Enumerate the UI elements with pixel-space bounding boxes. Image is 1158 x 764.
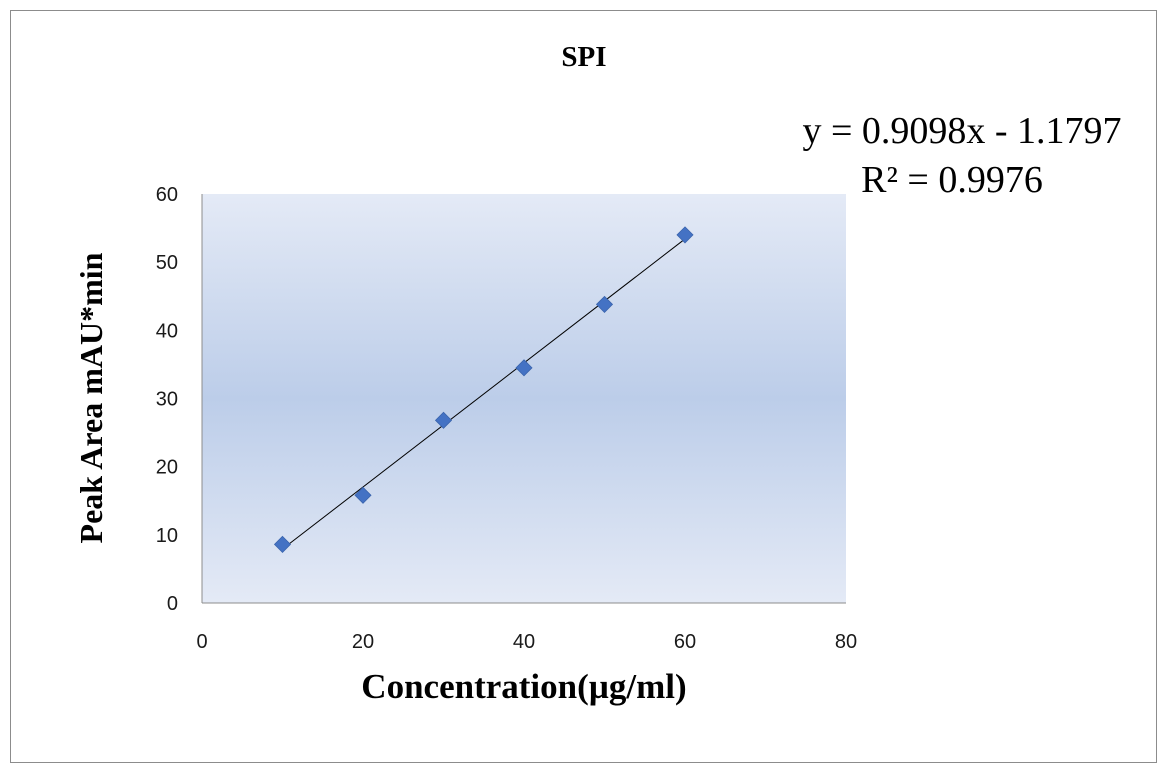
x-tick-label: 40 bbox=[513, 631, 535, 653]
trendline bbox=[282, 238, 686, 550]
x-tick-label: 80 bbox=[835, 631, 857, 653]
x-tick-label: 0 bbox=[196, 631, 207, 653]
data-point bbox=[434, 411, 453, 429]
data-point bbox=[354, 486, 372, 504]
data-points bbox=[273, 226, 694, 553]
trendline-equation: y = 0.9098x - 1.1797 bbox=[802, 110, 1121, 152]
y-tick-label: 30 bbox=[156, 389, 178, 411]
data-point bbox=[273, 535, 292, 553]
trendline-r-squared: R² = 0.9976 bbox=[861, 159, 1043, 201]
x-tick-label: 60 bbox=[674, 631, 696, 653]
y-tick-label: 10 bbox=[156, 525, 178, 547]
y-tick-label: 60 bbox=[156, 184, 178, 206]
y-axis-title: Peak Area mAU*min bbox=[73, 252, 109, 543]
y-tick-label: 0 bbox=[167, 593, 178, 615]
x-tick-label: 20 bbox=[352, 631, 374, 653]
data-point bbox=[676, 226, 694, 244]
y-tick-label: 20 bbox=[156, 457, 178, 479]
x-tick-labels: 0 20 40 60 80 bbox=[196, 631, 857, 653]
data-point bbox=[515, 359, 533, 377]
data-point bbox=[595, 295, 614, 313]
chart-title: SPI bbox=[561, 41, 606, 73]
y-tick-labels: 0 10 20 30 40 50 60 bbox=[156, 184, 178, 615]
plot-area bbox=[202, 194, 846, 603]
y-tick-label: 50 bbox=[156, 252, 178, 274]
y-tick-label: 40 bbox=[156, 320, 178, 342]
x-axis-title: Concentration(µg/ml) bbox=[361, 667, 686, 706]
